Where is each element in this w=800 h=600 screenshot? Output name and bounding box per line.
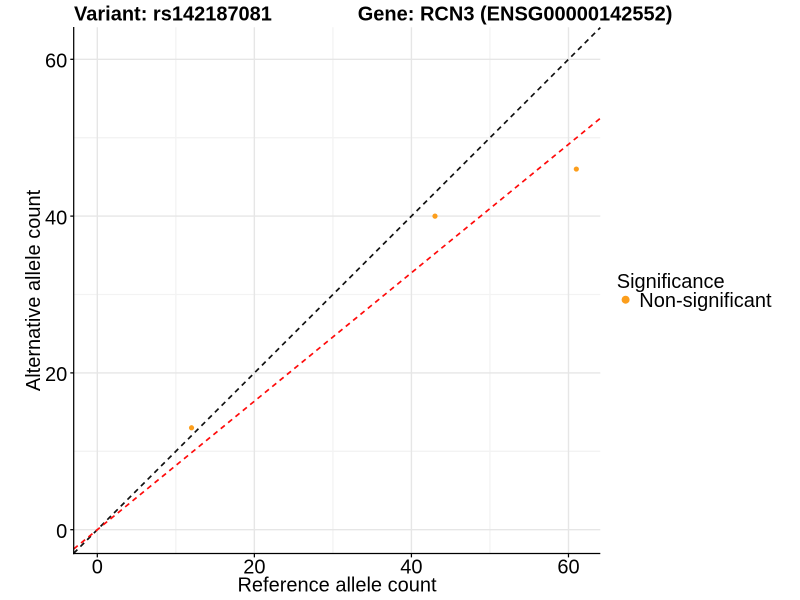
svg-text:60: 60 <box>557 557 579 579</box>
svg-text:20: 20 <box>243 557 265 579</box>
svg-text:60: 60 <box>45 51 67 73</box>
svg-text:Variant: rs142187081: Variant: rs142187081 <box>74 4 272 26</box>
svg-text:20: 20 <box>45 364 67 386</box>
svg-text:Gene: RCN3 (ENSG00000142552): Gene: RCN3 (ENSG00000142552) <box>358 4 673 26</box>
svg-text:Non-significant: Non-significant <box>639 290 772 312</box>
svg-text:Reference allele count: Reference allele count <box>237 575 436 597</box>
svg-text:Significance: Significance <box>617 271 725 293</box>
svg-text:0: 0 <box>92 557 103 579</box>
svg-text:40: 40 <box>400 557 422 579</box>
svg-text:0: 0 <box>56 521 67 543</box>
svg-text:40: 40 <box>45 207 67 229</box>
svg-text:Alternative allele count: Alternative allele count <box>23 189 45 391</box>
